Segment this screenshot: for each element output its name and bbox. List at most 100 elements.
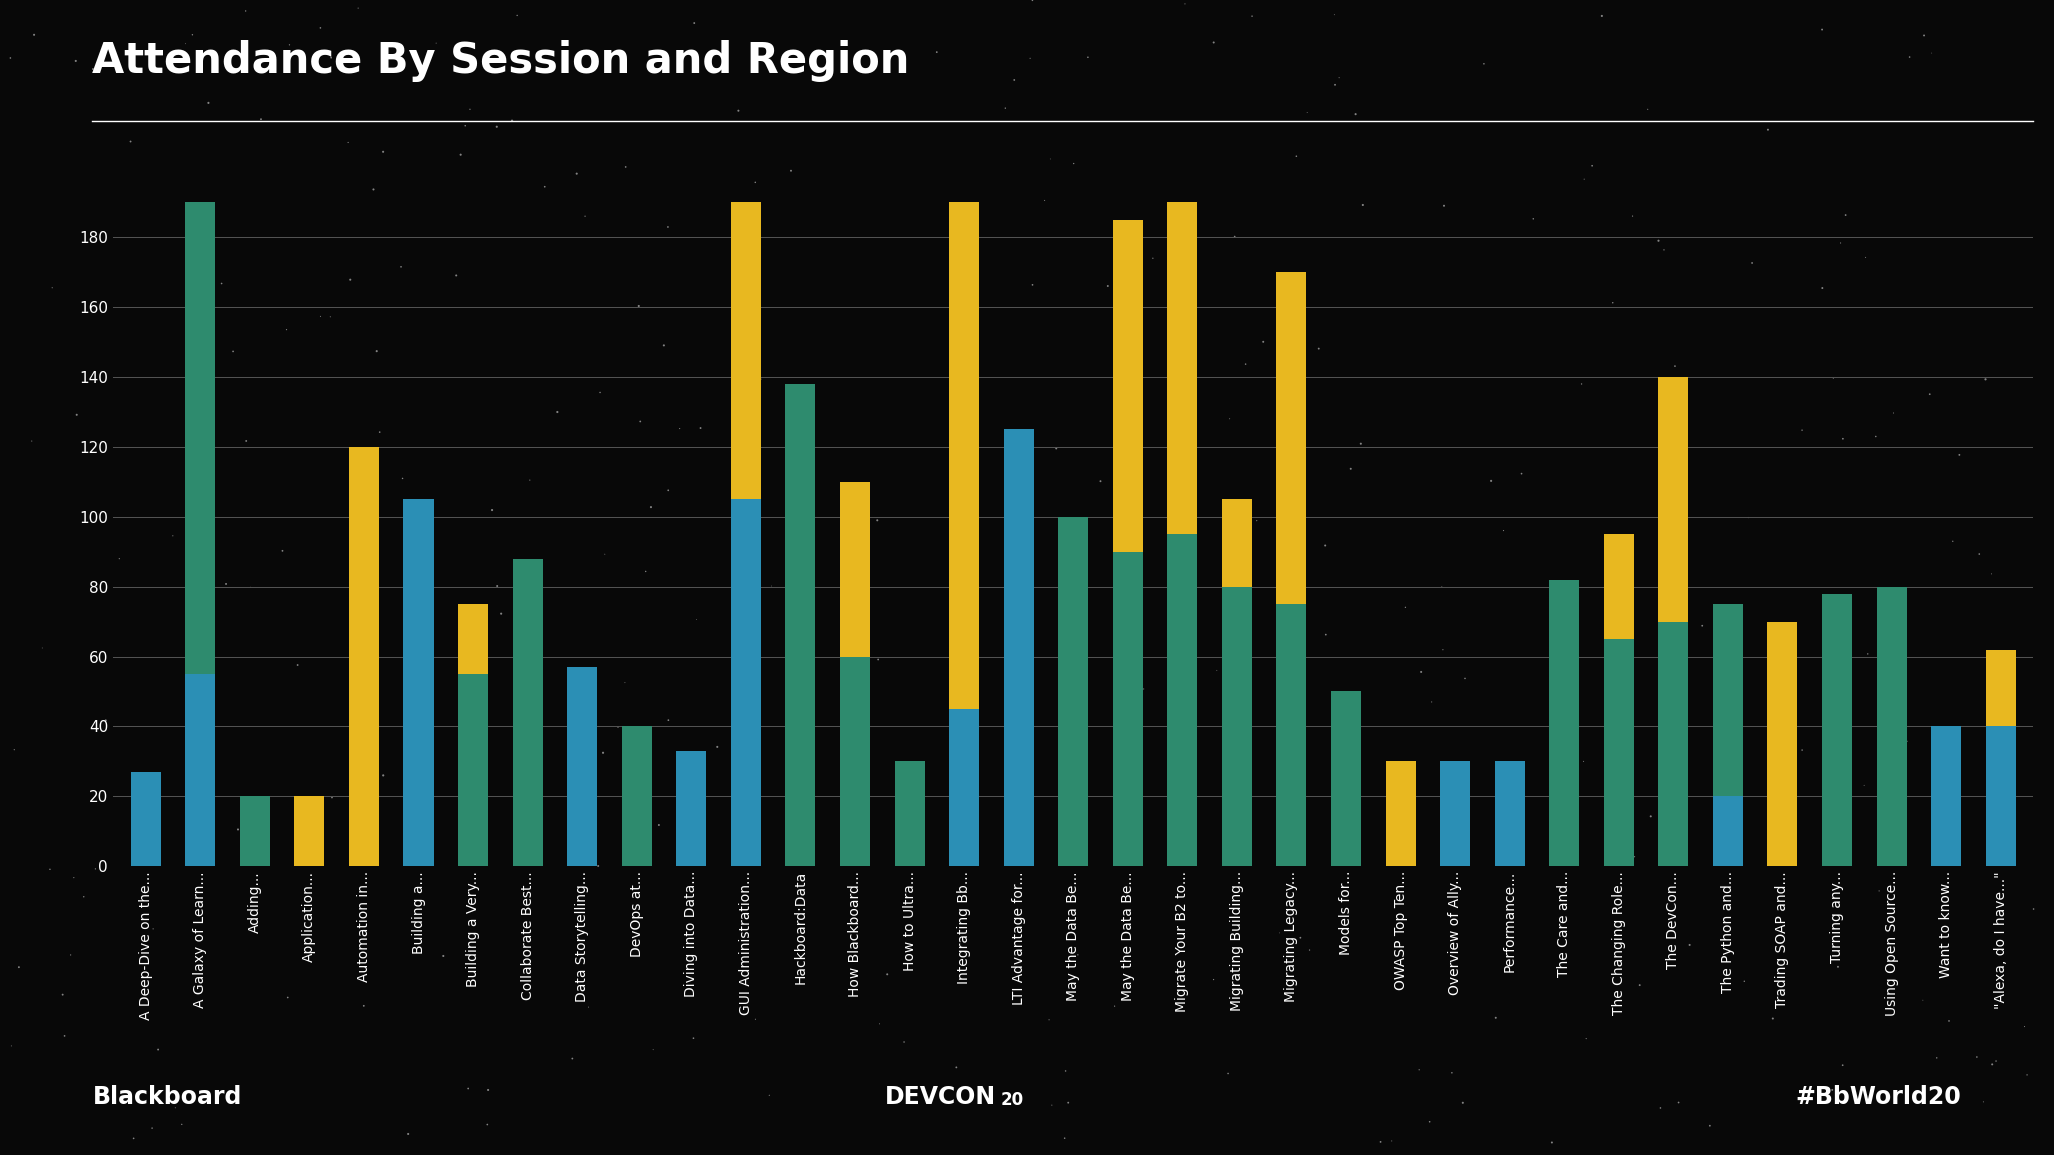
Bar (731, 52, 760, 499)
Point (0, 49, 27, 67)
Point (1124, 821, 1156, 840)
Point (569, 207, 602, 225)
Point (996, 505, 1029, 523)
Bar (1495, 761, 1524, 866)
Point (1674, 936, 1707, 954)
Point (470, 1116, 503, 1134)
Point (1647, 240, 1680, 259)
Point (359, 342, 392, 360)
Bar (1768, 621, 1797, 866)
Point (1635, 807, 1668, 826)
Point (1567, 752, 1600, 770)
Point (1436, 1064, 1469, 1082)
Point (1000, 599, 1033, 618)
Point (2009, 1018, 2042, 1036)
Point (717, 515, 750, 534)
Point (719, 206, 752, 224)
Point (1756, 1009, 1789, 1028)
Point (1308, 625, 1341, 643)
Bar (949, 709, 980, 866)
Bar (1276, 273, 1306, 604)
Point (1884, 620, 1916, 639)
Point (1547, 716, 1580, 735)
Point (643, 815, 676, 834)
Point (635, 498, 668, 516)
Point (579, 777, 612, 796)
Bar (1986, 726, 2015, 866)
Point (826, 696, 859, 715)
Point (386, 469, 419, 487)
Point (1048, 1128, 1080, 1147)
Point (1405, 663, 1438, 681)
Point (1425, 578, 1458, 596)
Point (1727, 973, 1760, 991)
Point (314, 49, 347, 67)
Point (1286, 284, 1319, 303)
Point (58, 869, 90, 887)
Point (1035, 1096, 1068, 1115)
Point (1339, 105, 1372, 124)
Bar (676, 751, 707, 866)
Point (1818, 368, 1851, 387)
Point (1302, 340, 1335, 358)
Point (1335, 460, 1368, 478)
Bar (1713, 796, 1744, 866)
Point (1616, 207, 1649, 225)
Point (88, 711, 121, 730)
Point (840, 981, 873, 999)
Point (0, 1037, 29, 1056)
Point (1483, 820, 1516, 839)
Point (583, 383, 616, 402)
Point (347, 997, 380, 1015)
Bar (240, 796, 269, 866)
Point (1425, 641, 1458, 660)
Point (2011, 1066, 2044, 1085)
Point (177, 766, 210, 784)
Point (495, 111, 528, 129)
Point (1964, 545, 1996, 564)
Point (1467, 54, 1499, 73)
Point (1699, 713, 1732, 731)
Point (1623, 976, 1656, 994)
Point (721, 102, 754, 120)
Bar (1222, 587, 1251, 866)
Point (1364, 1133, 1397, 1152)
Point (756, 576, 789, 595)
Point (341, 0, 374, 17)
Point (1877, 404, 1910, 423)
Bar (1440, 761, 1471, 866)
Point (1015, 49, 1048, 67)
Point (1851, 644, 1884, 663)
Point (175, 619, 207, 638)
Point (1937, 532, 1970, 551)
Bar (567, 668, 598, 866)
Point (587, 744, 620, 762)
Point (1290, 103, 1323, 121)
Point (230, 1, 263, 20)
Point (1762, 773, 1795, 791)
Point (610, 158, 643, 177)
Point (244, 110, 277, 128)
Point (1849, 248, 1881, 267)
Point (335, 270, 368, 289)
Point (76, 60, 109, 79)
Point (1228, 355, 1261, 373)
Point (1805, 21, 1838, 39)
Point (1982, 666, 2015, 685)
Point (1200, 661, 1232, 679)
Point (1237, 7, 1269, 25)
Bar (1167, 534, 1197, 866)
Point (1085, 472, 1117, 491)
Bar (1113, 219, 1142, 552)
Point (684, 419, 717, 438)
Point (205, 274, 238, 292)
Point (988, 99, 1021, 118)
Point (1308, 536, 1341, 554)
Point (164, 1115, 197, 1133)
Point (138, 919, 170, 938)
Point (700, 738, 733, 757)
Point (18, 25, 51, 44)
Bar (403, 499, 433, 866)
Point (863, 1014, 896, 1033)
Point (1056, 598, 1089, 617)
